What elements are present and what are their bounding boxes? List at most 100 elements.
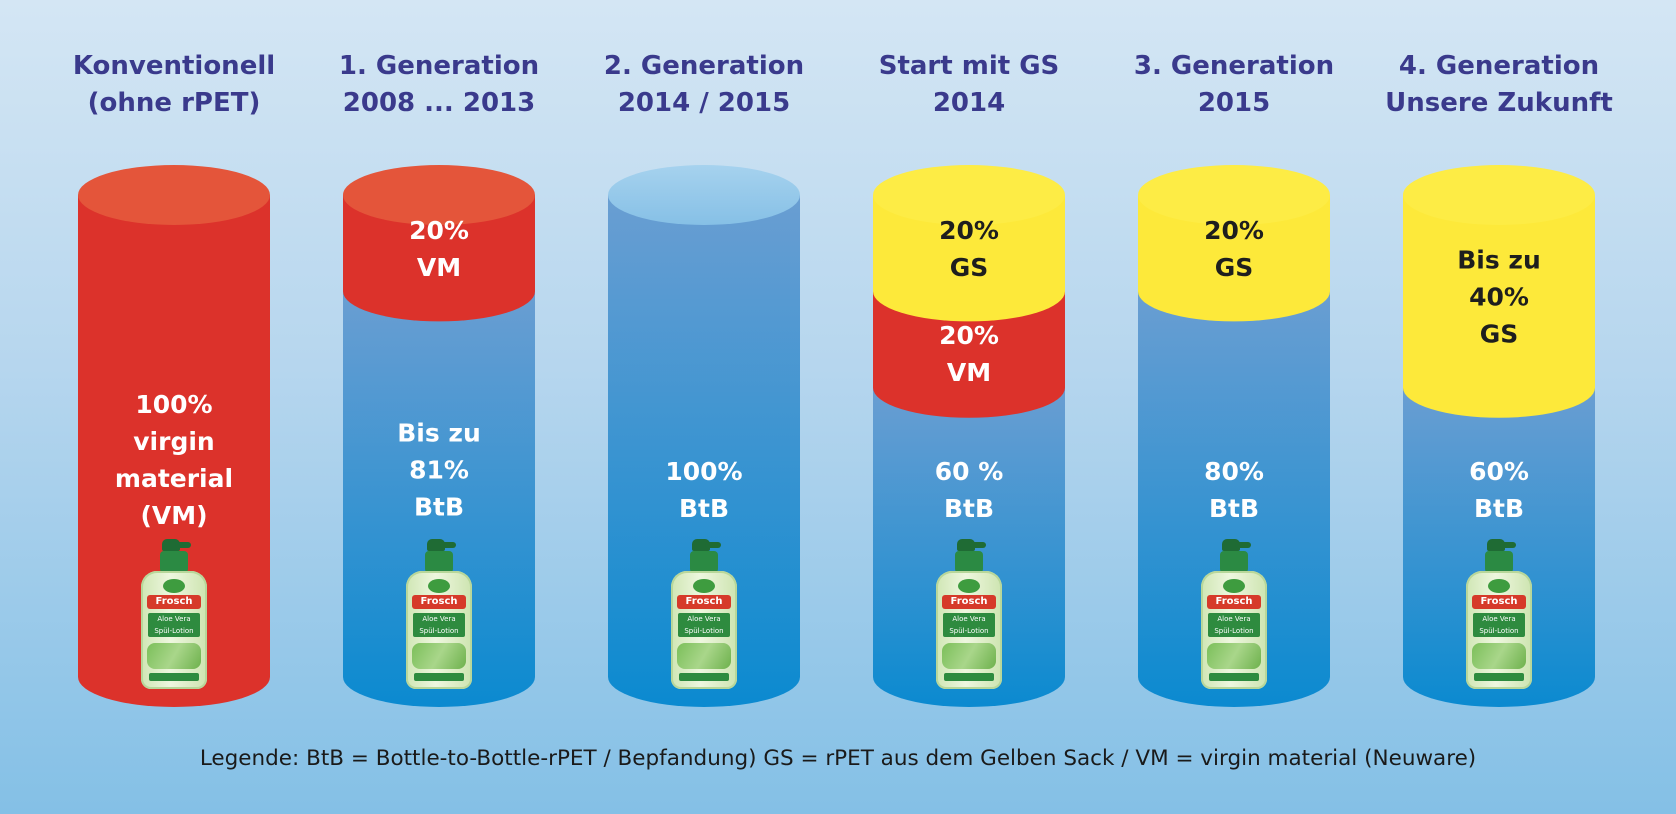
pump-spout-icon — [1235, 542, 1251, 548]
cylinder-top-cap — [343, 165, 535, 225]
bottle-product-label: Aloe Vera Spül-Lotion — [413, 613, 465, 637]
bottle-body: Frosch Aloe Vera Spül-Lotion — [406, 571, 472, 689]
column-title: Konventionell (ohne rPET) — [44, 48, 304, 122]
segment-label-line: BtB — [678, 494, 730, 523]
column-title-line: 4. Generation — [1398, 51, 1600, 81]
aloe-leaves-icon — [147, 643, 201, 669]
segment-label-vm: 20% VM — [344, 212, 534, 286]
column-title-line: 1. Generation — [338, 51, 540, 81]
segment-label-line: VM — [416, 253, 462, 283]
bottle-neck — [1220, 551, 1248, 573]
segment-label-line: material — [114, 464, 234, 493]
segment-label-gs: 20% GS — [874, 212, 1064, 286]
segment-label-btb: 100% BtB — [609, 453, 799, 527]
pump-spout-icon — [705, 542, 721, 548]
segment-vm — [873, 291, 1065, 418]
segment-vm — [78, 195, 270, 707]
column-title-line: 2015 — [1197, 88, 1271, 118]
segment-vm — [343, 195, 535, 322]
segment-label-line: BtB — [1473, 494, 1525, 523]
frosch-bottle-icon: Frosch Aloe Vera Spül-Lotion — [671, 539, 737, 689]
bottle-neck — [425, 551, 453, 573]
frog-logo-icon — [1488, 579, 1510, 593]
segment-label-btb: 80% BtB — [1139, 453, 1329, 527]
segment-label-line: 20% — [409, 216, 469, 246]
bottle-product: Aloe Vera — [1217, 615, 1251, 623]
segment-label-line: BtB — [943, 494, 995, 523]
segment-label-line: BtB — [413, 492, 465, 522]
bottle-subtitle: Spül-Lotion — [1479, 627, 1519, 635]
bottle-neck — [1485, 551, 1513, 573]
bottle-brand: Frosch — [677, 595, 731, 609]
frosch-bottle-icon: Frosch Aloe Vera Spül-Lotion — [936, 539, 1002, 689]
cylinder-3 — [608, 165, 800, 707]
segment-label-line: virgin — [133, 427, 215, 456]
bottle-neck — [160, 551, 188, 573]
segment-label-line: 20% — [939, 216, 999, 246]
bottle-product: Aloe Vera — [952, 615, 986, 623]
column-title: 4. Generation Unsere Zukunft — [1369, 48, 1629, 122]
bottle-product: Aloe Vera — [687, 615, 721, 623]
column-title-line: 2014 — [932, 88, 1006, 118]
bottle-body: Frosch Aloe Vera Spül-Lotion — [1466, 571, 1532, 689]
frosch-bottle-icon: Frosch Aloe Vera Spül-Lotion — [1201, 539, 1267, 689]
aloe-leaves-icon — [677, 643, 731, 669]
bottle-product: Aloe Vera — [157, 615, 191, 623]
column-title-line: 2014 / 2015 — [617, 88, 791, 118]
frog-logo-icon — [163, 579, 185, 593]
column-title: 1. Generation 2008 ... 2013 — [309, 48, 569, 122]
segment-gs — [873, 195, 1065, 322]
bottle-footer-band — [679, 673, 729, 681]
aloe-leaves-icon — [942, 643, 996, 669]
frog-logo-icon — [1223, 579, 1245, 593]
column-title-line: (ohne rPET) — [87, 88, 261, 118]
column-title: 3. Generation 2015 — [1104, 48, 1364, 122]
segment-label-line: BtB — [1208, 494, 1260, 523]
segment-label-vm: 100% virgin material (VM) — [79, 386, 269, 534]
segment-label-line: GS — [1479, 319, 1519, 349]
aloe-leaves-icon — [1207, 643, 1261, 669]
column-title-line: Konventionell — [72, 51, 276, 81]
cylinder-1 — [78, 165, 270, 707]
bottle-product: Aloe Vera — [1482, 615, 1516, 623]
cylinder-top-cap — [1403, 165, 1595, 225]
pump-spout-icon — [440, 542, 456, 548]
pump-spout-icon — [175, 542, 191, 548]
cylinder-top-cap — [78, 165, 270, 225]
bottle-subtitle: Spül-Lotion — [684, 627, 724, 635]
segment-label-line: Bis zu — [397, 418, 481, 448]
pump-spout-icon — [1500, 542, 1516, 548]
frog-logo-icon — [428, 579, 450, 593]
bottle-footer-band — [414, 673, 464, 681]
segment-gs — [1403, 195, 1595, 418]
bottle-body: Frosch Aloe Vera Spül-Lotion — [1201, 571, 1267, 689]
bottle-brand: Frosch — [1472, 595, 1526, 609]
segment-label-line: 40% — [1469, 282, 1529, 312]
cylinder-2 — [343, 165, 535, 707]
column-title-line: Start mit GS — [878, 51, 1060, 81]
segment-label-btb: 60% BtB — [1404, 453, 1594, 527]
cylinder-top-cap — [1138, 165, 1330, 225]
bottle-body: Frosch Aloe Vera Spül-Lotion — [671, 571, 737, 689]
segment-label-line: 20% — [939, 320, 999, 350]
cylinder-top-cap — [873, 165, 1065, 225]
bottle-product-label: Aloe Vera Spül-Lotion — [1208, 613, 1260, 637]
bottle-product-label: Aloe Vera Spül-Lotion — [678, 613, 730, 637]
legend: Legende: BtB = Bottle-to-Bottle-rPET / B… — [199, 746, 1477, 771]
segment-label-gs: Bis zu 40% GS — [1404, 242, 1594, 353]
segment-label-line: VM — [946, 357, 992, 387]
bottle-neck — [690, 551, 718, 573]
bottle-neck — [955, 551, 983, 573]
bottle-footer-band — [1474, 673, 1524, 681]
frog-logo-icon — [958, 579, 980, 593]
frosch-bottle-icon: Frosch Aloe Vera Spül-Lotion — [1466, 539, 1532, 689]
segment-label-btb: 60 % BtB — [874, 453, 1064, 527]
pump-spout-icon — [970, 542, 986, 548]
segment-label-line: Bis zu — [1457, 245, 1541, 275]
bottle-footer-band — [149, 673, 199, 681]
bottle-subtitle: Spül-Lotion — [949, 627, 989, 635]
segment-label-line: 80% — [1204, 457, 1264, 486]
segment-label-gs: 20% GS — [1139, 212, 1329, 286]
bottle-product-label: Aloe Vera Spül-Lotion — [148, 613, 200, 637]
